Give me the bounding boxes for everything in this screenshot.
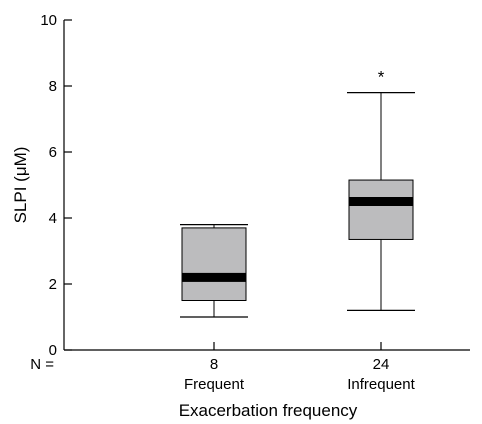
n-count-label: 8 [210, 356, 218, 373]
category-label: Infrequent [347, 376, 415, 393]
y-axis-label: SLPI (μM) [11, 147, 30, 224]
y-tick-label: 4 [49, 210, 57, 227]
n-count-label: 24 [373, 356, 390, 373]
category-label: Frequent [184, 376, 245, 393]
box-group-frequent: 8 Frequent [180, 224, 248, 393]
y-tick-label: 0 [49, 342, 57, 359]
iqr-box [348, 179, 414, 240]
n-prefix-label: N = [30, 356, 54, 373]
box-group-infrequent: 24 Infrequent * [347, 68, 416, 393]
y-tick-label: 6 [49, 144, 57, 161]
x-axis-label: Exacerbation frequency [179, 401, 358, 420]
y-tick-label: 10 [40, 12, 57, 29]
iqr-box [181, 227, 247, 301]
median-bar [349, 197, 413, 206]
boxes-layer: 8 Frequent 24 Infrequent * [180, 68, 416, 393]
y-ticks: 0 2 4 6 8 10 [40, 12, 72, 359]
y-tick-label: 8 [49, 78, 57, 95]
median-bar [182, 272, 246, 282]
y-tick-label: 2 [49, 276, 57, 293]
significance-marker: * [378, 68, 385, 87]
